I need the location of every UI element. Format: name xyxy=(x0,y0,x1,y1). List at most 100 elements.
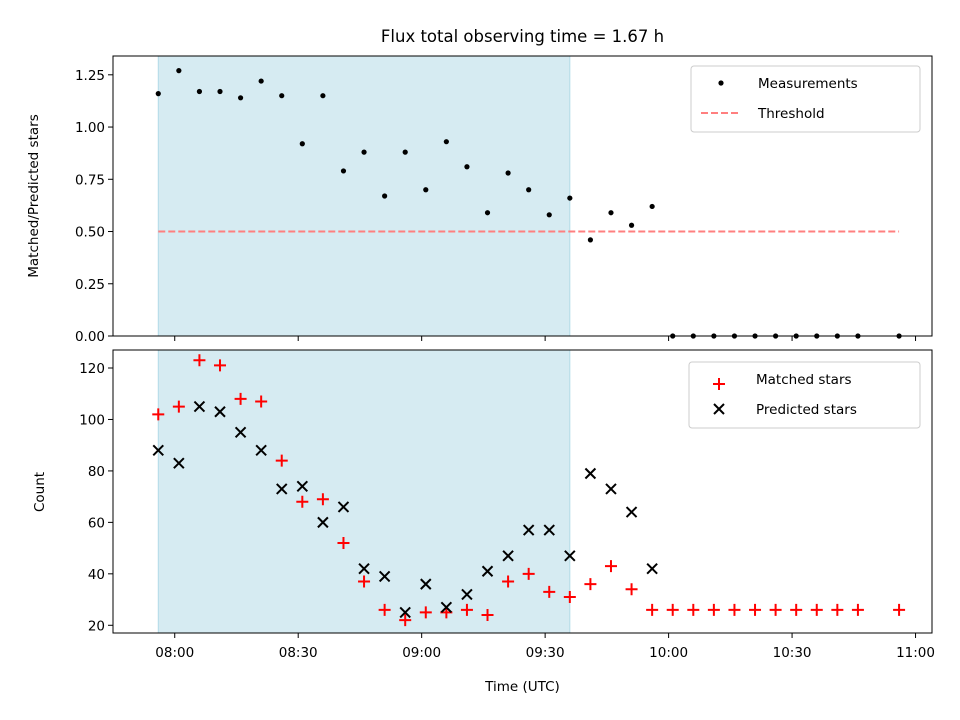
matched-stars-point xyxy=(831,603,844,616)
bottom-xlabel: Time (UTC) xyxy=(484,679,560,695)
predicted-stars-point xyxy=(605,483,617,495)
predicted-stars-point xyxy=(399,606,411,619)
measurement-point xyxy=(382,193,388,199)
top-ytick-label: 0.75 xyxy=(75,172,105,188)
xtick-label: 08:30 xyxy=(279,645,318,661)
predicted-stars-point xyxy=(337,501,350,513)
measurement-point xyxy=(217,88,223,95)
bottom-axes-frame xyxy=(112,349,933,634)
bottom-ytick-label: 40 xyxy=(88,567,105,583)
matched-stars-point xyxy=(543,585,556,598)
predicted-stars-point xyxy=(502,550,514,562)
legend-threshold-label: Threshold xyxy=(757,106,825,122)
top-axes-frame xyxy=(112,55,933,337)
matched-stars-point xyxy=(275,454,288,467)
xtick-label: 11:00 xyxy=(896,645,935,661)
predicted-stars-point xyxy=(646,562,658,575)
measurement-point xyxy=(402,149,408,155)
matched-stars-point xyxy=(399,614,412,627)
measurement-point xyxy=(608,210,614,216)
matched-stars-point xyxy=(337,536,350,549)
predicted-stars-point xyxy=(358,562,370,575)
bottom-ytick-label: 80 xyxy=(88,464,105,480)
legend-predicted-label: Predicted stars xyxy=(756,402,857,418)
predicted-stars-point xyxy=(522,524,535,536)
bottom-legend: Matched stars Predicted stars xyxy=(688,361,921,429)
measurement-point xyxy=(155,91,161,97)
predicted-stars-point xyxy=(296,480,309,493)
top-ytick-label: 0.50 xyxy=(75,225,105,241)
legend-matched-label: Matched stars xyxy=(756,372,852,388)
matched-stars-point xyxy=(687,603,700,616)
matched-stars-point xyxy=(358,575,371,588)
predicted-stars-point xyxy=(461,588,473,601)
predicted-stars-point xyxy=(420,578,432,590)
matched-stars-point xyxy=(378,603,391,616)
matched-stars-point xyxy=(893,603,906,616)
bottom-ytick-label: 100 xyxy=(79,412,105,428)
measurement-point xyxy=(320,93,326,99)
legend-measurements-marker xyxy=(718,80,724,86)
predicted-stars-point xyxy=(214,406,226,418)
predicted-stars-point xyxy=(481,565,494,577)
matched-stars-point xyxy=(563,590,576,603)
measurement-point xyxy=(526,187,532,193)
measurement-point xyxy=(587,237,594,243)
measurement-point xyxy=(546,212,552,218)
predicted-stars-point xyxy=(625,506,638,518)
matched-stars-point xyxy=(152,408,165,421)
top-ytick-label: 0.25 xyxy=(75,277,105,293)
matched-stars-point xyxy=(790,603,803,616)
measurement-point xyxy=(237,95,244,101)
matched-stars-point xyxy=(728,603,741,616)
predicted-stars-point xyxy=(255,444,267,457)
measurement-point xyxy=(279,93,285,99)
measurement-point xyxy=(484,210,491,216)
matched-stars-point xyxy=(666,603,679,616)
measurement-point xyxy=(649,203,655,210)
matched-stars-point xyxy=(584,578,597,591)
top-legend: Measurements Threshold xyxy=(690,65,921,133)
bottom-ytick-label: 120 xyxy=(79,361,105,377)
matched-stars-point xyxy=(810,603,823,616)
measurement-point xyxy=(299,141,305,147)
measurement-point xyxy=(196,88,203,95)
bottom-ylabel: Count xyxy=(32,472,48,512)
matched-stars-point xyxy=(296,495,309,508)
matched-stars-point xyxy=(419,606,432,619)
top-title: Flux total observing time = 1.67 h xyxy=(381,27,664,46)
measurement-point xyxy=(505,170,511,176)
measurement-point xyxy=(361,149,367,155)
predicted-stars-point xyxy=(173,457,185,469)
bottom-ytick-label: 20 xyxy=(88,618,105,634)
legend-measurements-label: Measurements xyxy=(758,76,858,92)
top-ytick-label: 1.00 xyxy=(75,120,105,136)
matched-stars-point xyxy=(646,603,659,616)
measurement-point xyxy=(423,187,429,193)
matched-stars-point xyxy=(707,603,720,616)
predicted-stars-point xyxy=(564,550,576,562)
matched-stars-point xyxy=(172,400,185,413)
predicted-stars-point xyxy=(378,570,391,583)
matched-stars-point xyxy=(481,608,494,621)
xtick-label: 10:30 xyxy=(773,645,812,661)
xtick-label: 08:00 xyxy=(155,645,194,661)
measurement-point xyxy=(340,168,347,174)
matched-stars-point xyxy=(625,583,638,596)
matched-stars-point xyxy=(502,575,515,588)
measurement-point xyxy=(176,68,182,74)
bottom-shaded-region xyxy=(157,349,571,634)
measurement-point xyxy=(628,222,635,228)
matched-stars-point xyxy=(769,603,782,616)
predicted-stars-point xyxy=(317,516,329,529)
xtick-label: 10:00 xyxy=(649,645,688,661)
bottom-ytick-label: 60 xyxy=(88,515,105,531)
top-ytick-label: 0.00 xyxy=(75,329,105,345)
predicted-stars-point xyxy=(584,467,597,480)
matched-stars-point xyxy=(749,603,762,616)
legend-matched-marker xyxy=(713,378,725,390)
matched-stars-point xyxy=(460,603,473,616)
matched-stars-point xyxy=(214,359,227,372)
matched-stars-point xyxy=(851,603,864,616)
